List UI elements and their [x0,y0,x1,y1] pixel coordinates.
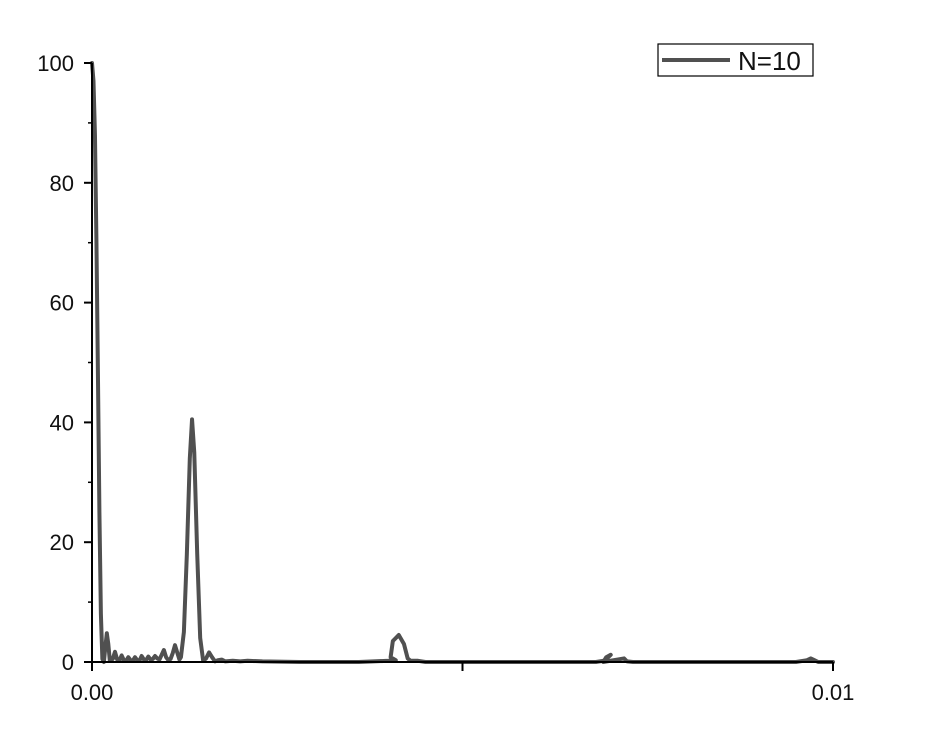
x-tick-label: 0.01 [812,680,855,705]
y-tick-label: 100 [37,51,74,76]
legend-label: N=10 [738,46,801,76]
axes: 0 20 40 60 80 100 0.00 0.01 [37,51,854,705]
plot-area [90,61,835,664]
y-tick-label: 0 [62,650,74,675]
x-tick-label: 0.00 [71,680,114,705]
y-tick-label: 60 [50,291,74,316]
legend: N=10 [657,43,814,77]
series-line-0 [90,61,835,664]
y-tick-label: 80 [50,171,74,196]
y-tick-label: 40 [50,410,74,435]
y-tick-label: 20 [50,530,74,555]
